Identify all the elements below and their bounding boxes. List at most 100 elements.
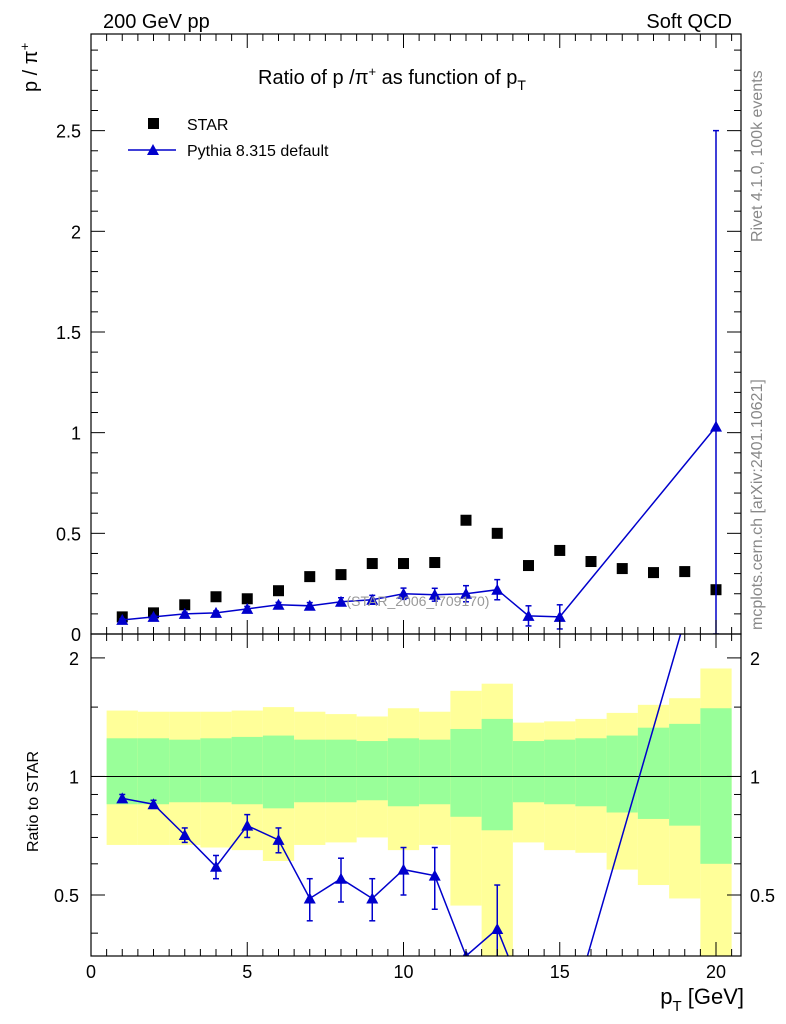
pythia-point <box>366 593 379 605</box>
uncertainty-band-inner <box>262 735 295 809</box>
pythia-line <box>122 426 717 621</box>
legend-pythia-label: Pythia 8.315 default <box>187 143 329 160</box>
star-data-point <box>304 571 316 583</box>
pythia-point <box>460 587 472 599</box>
uncertainty-band-inner <box>450 728 482 817</box>
ratio-mc-point <box>523 1001 535 1012</box>
pythia-point <box>397 587 410 599</box>
ratio-mc-line <box>122 634 682 956</box>
star-data-point <box>366 558 378 570</box>
legend-pythia-marker <box>147 144 159 155</box>
main-y-tick-label: 1.5 <box>56 323 81 343</box>
pythia-point <box>303 599 316 611</box>
star-data-point <box>648 567 659 579</box>
star-data-point <box>460 514 472 526</box>
star-data-point <box>273 585 284 597</box>
pythia-point <box>522 609 535 621</box>
pythia-point <box>335 595 347 607</box>
pythia-point <box>710 420 722 432</box>
ratio-plot-area <box>91 634 741 1012</box>
ratio-y-tick-label-right: 0.5 <box>750 886 775 906</box>
uncertainty-band-inner <box>512 741 545 803</box>
x-tick-label: 5 <box>242 962 252 982</box>
uncertainty-band-inner <box>575 738 607 807</box>
pythia-point <box>491 583 504 595</box>
uncertainty-band-inner <box>700 708 732 864</box>
x-tick-label: 20 <box>706 962 726 982</box>
pythia-point <box>147 610 160 622</box>
x-tick-label: 0 <box>86 962 96 982</box>
star-data-point <box>429 557 441 569</box>
x-tick-label: 15 <box>550 962 570 982</box>
main-plot-area <box>116 129 722 634</box>
star-data-point <box>398 558 409 570</box>
pythia-point <box>241 602 254 614</box>
pythia-point <box>553 610 566 622</box>
x-tick-label: 10 <box>393 962 413 982</box>
ratio-mc-point <box>116 792 129 804</box>
uncertainty-band-inner <box>200 738 232 803</box>
ratio-panel-frame <box>90 633 742 957</box>
main-y-tick-label: 0.5 <box>56 524 81 544</box>
ratio-mc-point <box>241 819 254 831</box>
uncertainty-band-inner <box>231 736 263 805</box>
ratio-mc-point <box>210 860 222 872</box>
ratio-mc-point <box>178 829 191 841</box>
analysis-watermark: (STAR_2006_I709170) <box>347 593 490 609</box>
uncertainty-band-inner <box>356 741 388 801</box>
pythia-point <box>428 588 441 600</box>
uncertainty-band-inner <box>325 739 357 803</box>
pythia-point <box>210 606 222 618</box>
ratio-mc-point <box>272 833 285 845</box>
star-data-point <box>554 544 566 556</box>
ratio-y-tick-label-right: 1 <box>750 767 760 787</box>
header-left-label: 200 GeV pp <box>103 11 210 33</box>
ratio-mc-point <box>335 872 347 884</box>
header-right-label: Soft QCD <box>646 11 732 33</box>
ratio-mc-point <box>147 798 160 810</box>
ratio-mc-point <box>491 922 504 934</box>
star-data-point <box>585 556 597 568</box>
rivet-version-label: Rivet 4.1.0, 100k events <box>749 70 766 242</box>
uncertainty-band-inner <box>387 738 420 807</box>
star-data-point <box>241 593 253 605</box>
uncertainty-band-inner <box>669 723 701 826</box>
uncertainty-band-inner <box>637 727 670 819</box>
star-data-point <box>616 563 628 575</box>
ratio-y-tick-label: 1 <box>69 767 79 787</box>
uncertainty-band-inner <box>481 718 513 831</box>
mcplots-label: mcplots.cern.ch [arXiv:2401.10621] <box>749 379 766 630</box>
ratio-y-axis-label: Ratio to STAR <box>25 751 42 852</box>
star-data-point <box>523 560 534 572</box>
uncertainty-band-inner <box>419 739 451 805</box>
pythia-point <box>272 598 285 610</box>
uncertainty-band-inner <box>169 739 201 803</box>
star-data-point <box>679 566 691 578</box>
star-data-point <box>210 591 222 603</box>
main-y-tick-label: 2.5 <box>56 122 81 142</box>
ratio-panel <box>91 634 741 1012</box>
uncertainty-band-inner <box>137 738 170 805</box>
x-axis-label: pT [GeV] <box>660 984 744 1015</box>
ratio-y-tick-label: 2 <box>69 649 79 669</box>
main-y-tick-label: 1 <box>71 424 81 444</box>
legend-star-marker <box>148 118 159 129</box>
star-data-point <box>491 527 503 539</box>
ratio-y-tick-label: 0.5 <box>54 886 79 906</box>
star-data-point <box>335 569 347 581</box>
legend-star-label: STAR <box>187 117 228 134</box>
main-y-tick-label: 0 <box>71 625 81 645</box>
ratio-mc-point <box>428 869 441 881</box>
ratio-y-tick-label-right: 2 <box>750 649 760 669</box>
main-title: Ratio of p /π+ as function of pT <box>258 64 526 93</box>
ratio-mc-point <box>397 863 410 875</box>
uncertainty-band-inner <box>294 739 326 803</box>
main-y-tick-label: 2 <box>71 222 81 242</box>
pythia-point <box>178 607 191 619</box>
star-data-point <box>179 599 191 611</box>
main-panel <box>116 129 722 634</box>
pythia-point <box>116 613 129 625</box>
ratio-mc-point <box>366 892 379 904</box>
ratio-mc-point <box>303 892 316 904</box>
